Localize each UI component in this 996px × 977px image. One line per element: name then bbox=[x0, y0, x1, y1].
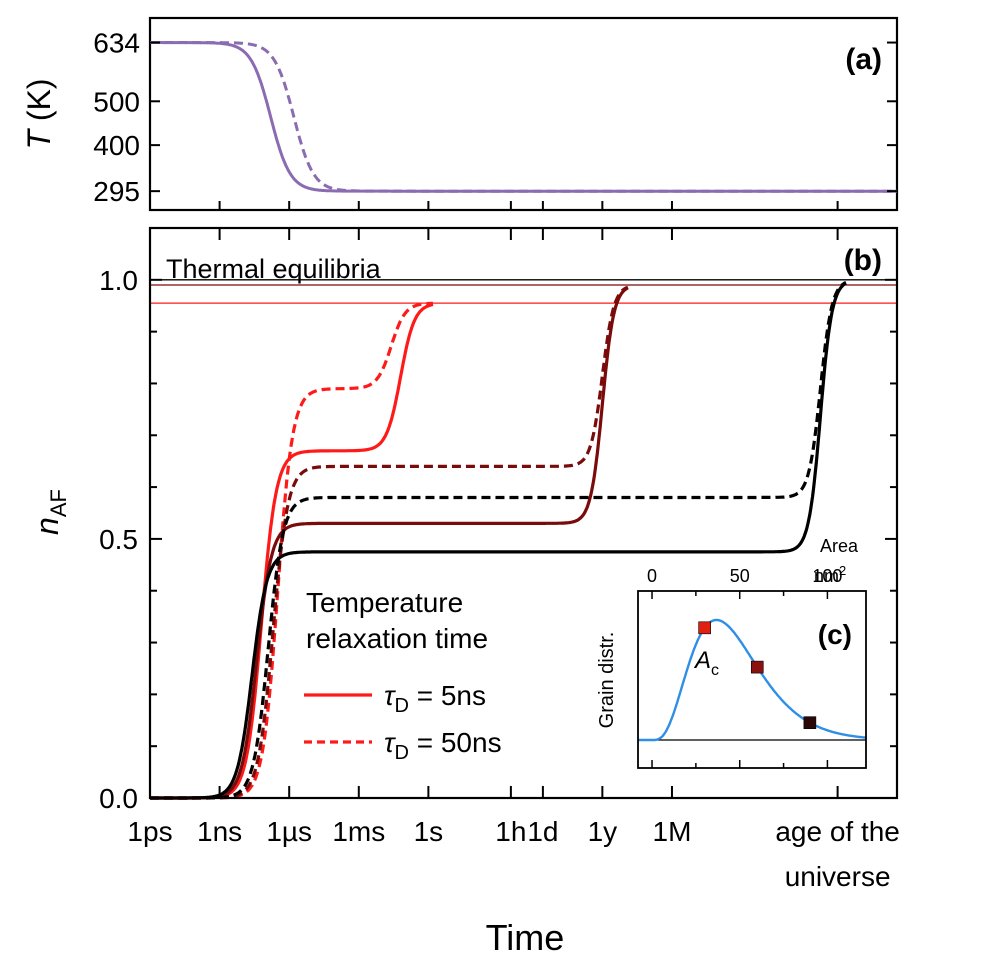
panel-b-frame bbox=[148, 226, 899, 800]
x-tick-label: 1µs bbox=[266, 816, 312, 847]
legend: Temperature relaxation time τD = 5ns τD … bbox=[304, 587, 502, 764]
naf-line-dark_red-solid bbox=[150, 286, 629, 800]
panel-b-naf: 0.0 0.5 1.0 Thermal equilibria (b) nAF bbox=[29, 226, 899, 814]
temperature-line-dashed bbox=[150, 41, 897, 193]
legend-entry-5ns: τD = 5ns bbox=[384, 680, 486, 717]
panel-a-lines bbox=[150, 41, 897, 193]
panel-b-ytick-label: 0.0 bbox=[99, 783, 138, 814]
naf-line-dark_red-dashed bbox=[150, 285, 629, 800]
x-tick-label: age of the bbox=[775, 816, 900, 847]
thermal-equilibria-label: Thermal equilibria bbox=[166, 254, 382, 284]
grain-area-marker bbox=[803, 716, 817, 729]
legend-entry-50ns: τD = 50ns bbox=[384, 727, 502, 764]
legend-title-line2: relaxation time bbox=[306, 623, 488, 654]
x-tick-label-line2: universe bbox=[785, 861, 891, 892]
panel-c-grain-distribution-inset: 0 50 100 Area nm2 Grain distr. (c) Ac bbox=[596, 536, 867, 769]
panel-a-ylabel: T (K) bbox=[21, 78, 57, 149]
panel-c-annotation-ac: Ac bbox=[693, 647, 719, 679]
x-tick-label: 1ms bbox=[332, 816, 385, 847]
panel-a-ytick-label: 295 bbox=[93, 176, 140, 207]
panel-a-ytick-label: 634 bbox=[93, 28, 140, 59]
panel-b-ylabel: nAF bbox=[29, 489, 71, 535]
naf-line-black-solid bbox=[150, 281, 847, 800]
x-tick-label: 1h bbox=[495, 816, 526, 847]
panel-c-ylabel: Grain distr. bbox=[596, 632, 618, 729]
panel-b-ytick-label: 0.5 bbox=[99, 524, 138, 555]
panel-c-xtick-label: 50 bbox=[730, 566, 750, 586]
temperature-line-solid bbox=[150, 41, 897, 193]
panel-c-label: (c) bbox=[818, 619, 852, 650]
panel-c-xtick-label: 0 bbox=[647, 566, 657, 586]
panel-a-temperature: 634 500 400 295 (a) T (K) bbox=[21, 16, 899, 212]
x-axis-label: Time bbox=[486, 917, 565, 958]
panel-a-ytick-label: 400 bbox=[93, 130, 140, 161]
panel-a-ytick-label: 500 bbox=[93, 86, 140, 117]
panel-c-xlabel: Area bbox=[820, 536, 859, 556]
panel-c-markers bbox=[698, 621, 817, 729]
grain-area-marker bbox=[750, 660, 764, 674]
panel-a-ticks: 634 500 400 295 bbox=[93, 28, 897, 210]
panel-c-background bbox=[638, 591, 866, 768]
grain-area-marker bbox=[698, 621, 711, 635]
x-tick-label: 1ns bbox=[197, 816, 242, 847]
x-tick-label: 1d bbox=[527, 816, 558, 847]
panel-c-ticks: 0 50 100 bbox=[647, 566, 842, 768]
naf-line-black-dashed bbox=[150, 281, 847, 800]
x-tick-label: 1y bbox=[588, 816, 618, 847]
panel-b-ticks: 0.0 0.5 1.0 bbox=[99, 228, 897, 814]
panel-b-label: (b) bbox=[844, 244, 882, 277]
panel-c-distribution-curve bbox=[638, 618, 867, 742]
panel-c-xunit: nm2 bbox=[814, 563, 846, 586]
x-tick-label: 1M bbox=[653, 816, 692, 847]
panel-b-ytick-label: 1.0 bbox=[99, 265, 138, 296]
panel-b-lines bbox=[150, 281, 847, 800]
panel-b-reference-lines bbox=[150, 279, 897, 304]
panel-c-frame bbox=[637, 590, 867, 769]
panel-a-frame bbox=[148, 16, 899, 212]
x-tick-label: 1ps bbox=[127, 816, 172, 847]
legend-title-line1: Temperature bbox=[306, 587, 463, 618]
x-tick-labels: 1ps 1ns 1µs 1ms 1s 1h 1d 1y 1M age of the universe bbox=[127, 816, 899, 892]
panel-a-label: (a) bbox=[845, 43, 882, 76]
panel-c-xtick-label: 100 bbox=[812, 566, 842, 586]
x-tick-label: 1s bbox=[414, 816, 444, 847]
